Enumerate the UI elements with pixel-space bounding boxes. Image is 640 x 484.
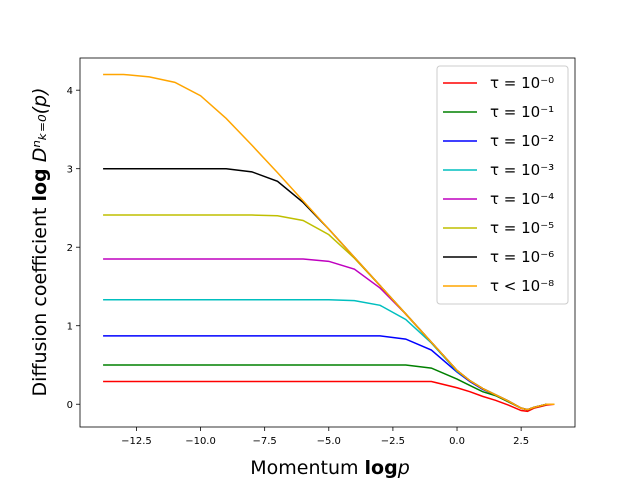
x-tick-label: −12.5: [121, 436, 152, 447]
x-tick-label: −7.5: [253, 436, 277, 447]
legend: τ = 10⁻⁰ τ = 10⁻¹ τ = 10⁻² τ = 10⁻³ τ = 10⁻⁴…: [436, 65, 569, 305]
x-tick-label: −5.0: [317, 436, 341, 447]
legend-label: τ = 10⁻⁵: [490, 219, 554, 237]
x-tick-label: 2.5: [513, 436, 529, 447]
x-tick-label: −10.0: [185, 436, 216, 447]
x-axis-label: Momentum logp: [250, 457, 410, 479]
legend-label: τ = 10⁻¹: [490, 103, 554, 121]
y-tick-label: 0: [67, 400, 73, 411]
legend-label: τ = 10⁻³: [490, 161, 554, 179]
x-label-part: log: [365, 457, 398, 479]
plot-frame: [79, 57, 576, 428]
y-tick-label: 3: [67, 165, 73, 176]
y-tick-label: 2: [67, 243, 73, 254]
y-label-part: Dⁿₖ₌₀(p): [29, 87, 51, 168]
y-axis-label: Diffusion coefficient log Dⁿₖ₌₀(p): [29, 87, 51, 396]
series-line: [103, 73, 555, 411]
legend-label: τ = 10⁻⁴: [490, 190, 554, 208]
y-label-part: Diffusion coefficient: [29, 202, 51, 397]
y-label-part: log: [29, 168, 51, 201]
y-tick-label: 1: [67, 322, 73, 333]
legend-label: τ < 10⁻⁸: [490, 277, 554, 295]
x-label-part: Momentum: [250, 457, 364, 479]
legend-box: [436, 65, 569, 305]
legend-label: τ = 10⁻²: [490, 132, 554, 150]
x-label-part: p: [397, 457, 410, 479]
x-tick-label: −2.5: [381, 436, 405, 447]
series-line: [103, 380, 555, 413]
legend-label: τ = 10⁻⁰: [490, 74, 554, 92]
y-tick-label: 4: [67, 86, 73, 97]
x-tick-label: 0.0: [449, 436, 465, 447]
legend-label: τ = 10⁻⁶: [490, 248, 554, 266]
